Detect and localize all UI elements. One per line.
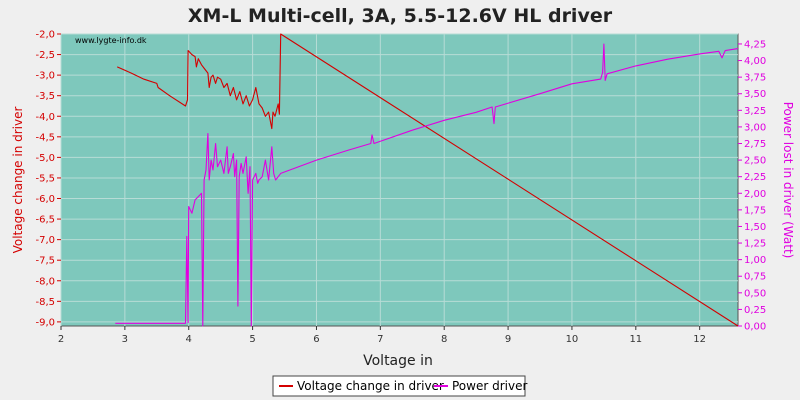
y-right-tick-label: 1,50 <box>744 222 766 233</box>
y-right-tick-label: 1,25 <box>744 239 766 250</box>
y-right-tick-label: 0,50 <box>744 288 766 299</box>
y-right-tick-label: 2,75 <box>744 139 766 150</box>
x-tick-label: 8 <box>441 334 447 345</box>
y-left-tick-label: -7,5 <box>35 256 55 267</box>
y-left-tick-label: -5,5 <box>35 173 55 184</box>
legend-label-power: Power driver <box>452 379 527 393</box>
y-right-tick-label: 3,50 <box>744 89 766 100</box>
grid <box>60 33 738 326</box>
y-left-tick-label: -3,0 <box>35 71 55 82</box>
legend: Voltage change in driver Power driver <box>272 375 527 397</box>
y-right-tick-label: 0,00 <box>744 322 766 333</box>
x-tick-label: 9 <box>505 334 511 345</box>
y-left-tick-label: -6,0 <box>35 194 55 205</box>
x-tick-label: 7 <box>377 334 383 345</box>
series-group <box>115 33 739 327</box>
y-left-tick-label: -9,0 <box>35 317 55 328</box>
y-right-tick-label: 4,00 <box>744 56 766 67</box>
y-right-tick-label: 4,25 <box>744 39 766 50</box>
x-axis: 2 3 4 5 6 7 8 9 10 11 12 <box>58 326 706 345</box>
y-left-tick-label: -2,0 <box>35 30 55 41</box>
y-left-tick-label: -3,5 <box>35 91 55 102</box>
x-axis-label: Voltage in <box>363 353 433 369</box>
left-y-axis: -2,0 -2,5 -3,0 -3,5 -4,0 -4,5 -5,0 -5,5 -6,0 -6,5… <box>35 30 61 328</box>
y-right-tick-label: 3,25 <box>744 106 766 117</box>
y-left-tick-label: -8,0 <box>35 276 55 287</box>
y-right-tick-label: 3,00 <box>744 122 766 133</box>
x-tick-label: 6 <box>313 334 319 345</box>
voltage-change-line <box>116 33 739 327</box>
y-left-tick-label: -6,5 <box>35 215 55 226</box>
chart-title: XM-L Multi-cell, 3A, 5.5-12.6V HL driver <box>188 5 613 27</box>
x-tick-label: 2 <box>58 334 64 345</box>
power-driver-line <box>115 43 739 327</box>
y-right-tick-label: 0,75 <box>744 272 766 283</box>
y-left-tick-label: -8,5 <box>35 297 55 308</box>
y-left-tick-label: -4,0 <box>35 112 55 123</box>
y-left-tick-label: -7,0 <box>35 235 55 246</box>
y-right-tick-label: 0,25 <box>744 305 766 316</box>
legend-label-voltage: Voltage change in driver <box>297 379 444 393</box>
y-right-tick-label: 2,50 <box>744 156 766 167</box>
y-left-tick-label: -5,0 <box>35 153 55 164</box>
legend-box <box>272 375 526 397</box>
x-tick-label: 4 <box>186 334 192 345</box>
left-y-axis-label: Voltage change in driver <box>11 107 25 254</box>
y-right-tick-label: 1,75 <box>744 205 766 216</box>
x-tick-label: 3 <box>122 334 128 345</box>
x-tick-label: 10 <box>566 334 579 345</box>
y-left-tick-label: -2,5 <box>35 50 55 61</box>
watermark: www.lygte-info.dk <box>75 36 147 45</box>
y-right-tick-label: 2,00 <box>744 189 766 200</box>
x-tick-label: 11 <box>629 334 642 345</box>
x-tick-label: 12 <box>693 334 706 345</box>
right-y-axis: 0,00 0,25 0,50 0,75 1,00 1,25 1,50 1,75 2,00 2,25… <box>738 39 766 333</box>
y-right-tick-label: 1,00 <box>744 255 766 266</box>
y-left-tick-label: -4,5 <box>35 132 55 143</box>
y-right-tick-label: 3,75 <box>744 73 766 84</box>
y-right-tick-label: 2,25 <box>744 172 766 183</box>
plot-area <box>60 33 739 327</box>
right-y-axis-label: Power lost in driver (Watt) <box>781 102 795 259</box>
x-tick-label: 5 <box>249 334 255 345</box>
